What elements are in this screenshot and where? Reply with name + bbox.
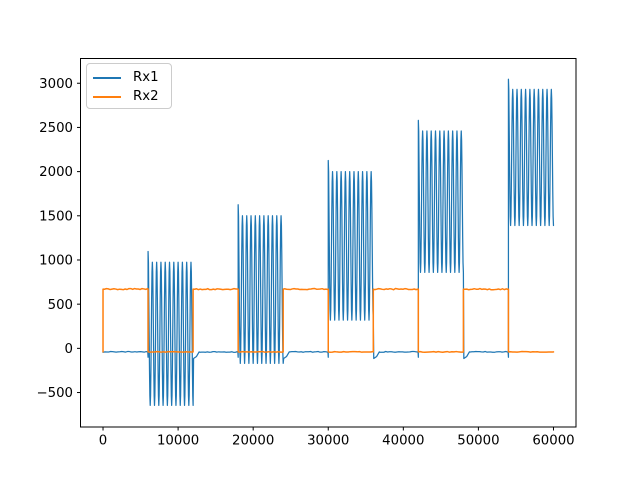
y-tick-label: 0 [65,342,73,357]
rx1-series-line [102,78,555,406]
x-tick-label: 0 [99,434,107,449]
x-tick-label: 20000 [232,434,274,449]
x-tick-label: 40000 [382,434,424,449]
x-tick-label: 30000 [307,434,349,449]
x-tick-label: 50000 [457,434,499,449]
rx2-series-line [102,287,555,353]
legend: Rx1 Rx2 [86,63,172,109]
y-tick-label: 2000 [39,165,73,180]
legend-label-rx2: Rx2 [133,89,159,104]
y-tick-label: 1000 [39,254,73,269]
y-tick-label: −500 [36,386,73,401]
x-tick-label: 60000 [532,434,574,449]
legend-item-rx2: Rx2 [93,87,171,106]
rx2-line-swatch [93,95,121,98]
y-tick-label: 500 [48,298,73,313]
legend-label-rx1: Rx1 [133,70,159,85]
legend-item-rx1: Rx1 [93,68,171,87]
y-tick-label: 2500 [39,121,73,136]
y-tick-label: 1500 [39,209,73,224]
y-tick-label: 3000 [39,77,73,92]
rx1-line-swatch [93,76,121,79]
x-tick-label: 10000 [157,434,199,449]
